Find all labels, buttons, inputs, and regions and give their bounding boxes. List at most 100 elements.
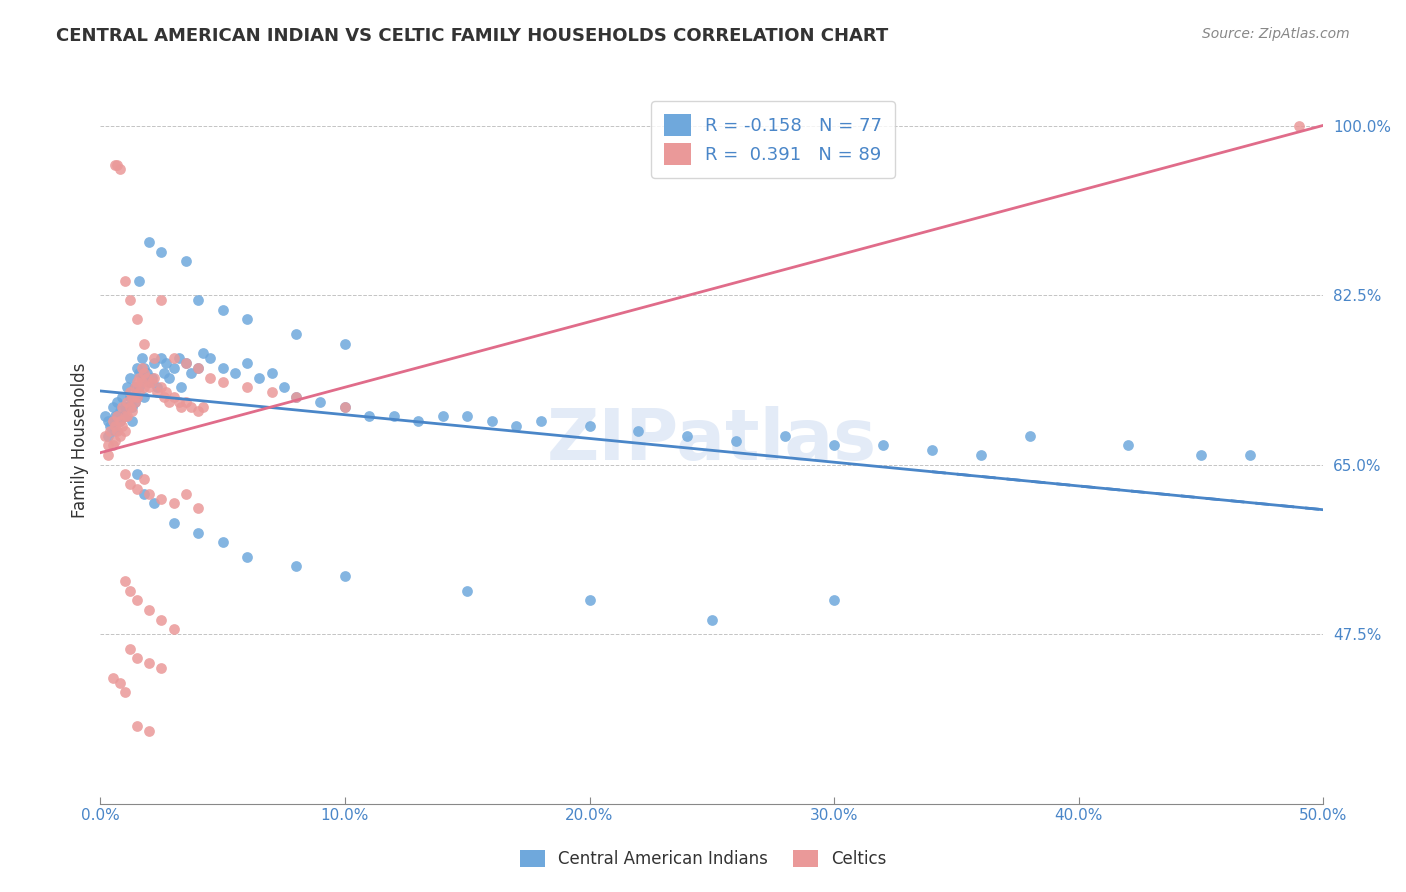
Point [104, 424, 127, 438]
Point [236, 549, 259, 564]
Point [124, 380, 146, 394]
Point [114, 424, 136, 438]
Point [101, 400, 124, 414]
Point [200, 370, 222, 384]
Point [125, 593, 148, 607]
Point [187, 360, 209, 375]
Text: ZIPatlas: ZIPatlas [547, 406, 877, 475]
Point [260, 385, 283, 400]
Point [273, 380, 295, 394]
Point [108, 414, 131, 428]
Point [138, 376, 160, 390]
Point [121, 400, 143, 414]
Point [200, 351, 222, 366]
Point [107, 409, 129, 424]
Point [114, 400, 136, 414]
Point [94, 428, 117, 442]
Point [124, 380, 146, 394]
Point [150, 293, 173, 307]
Point [108, 428, 131, 442]
Legend: R = -0.158   N = 77, R =  0.391   N = 89: R = -0.158 N = 77, R = 0.391 N = 89 [651, 101, 894, 178]
Point [134, 390, 156, 404]
Point [117, 380, 139, 394]
Point [118, 293, 141, 307]
Point [101, 438, 124, 452]
Point [333, 336, 356, 351]
Point [138, 235, 160, 249]
Point [125, 360, 148, 375]
Point [94, 409, 117, 424]
Point [236, 312, 259, 326]
Point [174, 356, 197, 370]
Point [155, 385, 177, 400]
Point [111, 409, 134, 424]
Point [285, 390, 308, 404]
Point [125, 390, 148, 404]
Point [456, 409, 478, 424]
Point [823, 438, 845, 452]
Point [163, 360, 186, 375]
Point [117, 394, 139, 409]
Point [211, 376, 233, 390]
Point [773, 428, 796, 442]
Point [921, 443, 943, 458]
Point [138, 657, 160, 671]
Point [163, 390, 186, 404]
Point [725, 434, 748, 448]
Point [260, 366, 283, 380]
Point [187, 404, 209, 418]
Point [150, 380, 173, 394]
Point [247, 370, 270, 384]
Point [170, 400, 193, 414]
Point [118, 400, 141, 414]
Point [128, 385, 150, 400]
Point [236, 380, 259, 394]
Point [98, 419, 121, 434]
Point [97, 448, 120, 462]
Point [131, 370, 153, 384]
Point [131, 351, 153, 366]
Point [408, 414, 430, 428]
Point [143, 351, 166, 366]
Point [111, 390, 134, 404]
Point [101, 414, 124, 428]
Point [481, 414, 503, 428]
Point [107, 424, 129, 438]
Point [135, 366, 157, 380]
Point [134, 336, 156, 351]
Point [167, 394, 190, 409]
Point [211, 302, 233, 317]
Point [121, 404, 143, 418]
Point [117, 409, 139, 424]
Point [138, 380, 160, 394]
Point [134, 487, 156, 501]
Point [131, 360, 153, 375]
Point [180, 366, 202, 380]
Point [187, 501, 209, 516]
Point [143, 356, 166, 370]
Point [125, 390, 148, 404]
Point [118, 385, 141, 400]
Point [333, 400, 356, 414]
Point [107, 394, 129, 409]
Point [157, 370, 180, 384]
Point [578, 593, 600, 607]
Point [108, 162, 131, 177]
Point [170, 380, 193, 394]
Point [138, 724, 160, 739]
Point [676, 428, 699, 442]
Point [191, 400, 214, 414]
Point [128, 366, 150, 380]
Point [131, 376, 153, 390]
Point [153, 390, 176, 404]
Point [117, 400, 139, 414]
Point [150, 244, 173, 259]
Point [174, 254, 197, 268]
Point [333, 569, 356, 583]
Point [333, 400, 356, 414]
Point [180, 400, 202, 414]
Point [107, 409, 129, 424]
Point [157, 394, 180, 409]
Point [108, 404, 131, 418]
Point [97, 414, 120, 428]
